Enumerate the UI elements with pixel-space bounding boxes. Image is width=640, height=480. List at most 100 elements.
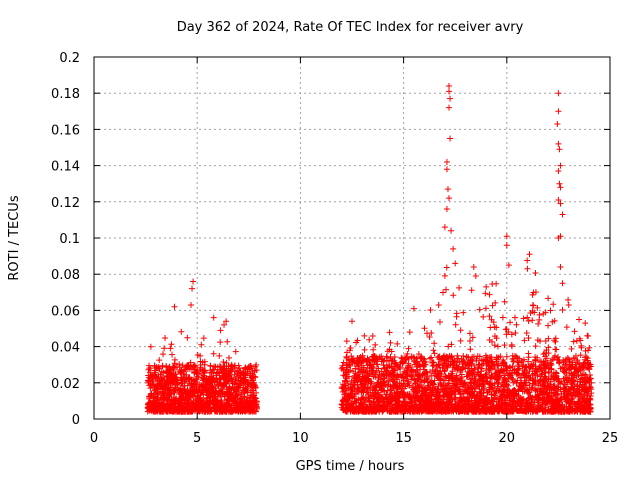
data-point	[506, 392, 513, 399]
data-point	[524, 265, 531, 272]
data-point	[505, 262, 512, 269]
data-point	[416, 398, 423, 405]
data-point	[356, 354, 363, 361]
data-point	[174, 407, 181, 414]
data-point	[415, 351, 422, 358]
data-point	[487, 324, 494, 331]
data-point	[521, 337, 528, 344]
data-point	[198, 402, 205, 409]
data-point	[366, 395, 373, 402]
data-point	[529, 371, 536, 378]
data-point	[207, 362, 214, 369]
data-point	[486, 291, 493, 298]
data-point	[486, 337, 493, 344]
data-point	[151, 394, 158, 401]
data-point	[442, 374, 449, 381]
data-point	[372, 387, 379, 394]
data-point	[161, 390, 168, 397]
data-point	[446, 195, 453, 202]
data-point	[480, 313, 487, 320]
data-point	[450, 360, 457, 367]
data-point	[343, 338, 350, 345]
data-point	[415, 397, 422, 404]
data-point	[503, 233, 510, 240]
y-tick-labels: 00.020.040.060.080.10.120.140.160.180.2	[51, 51, 80, 428]
data-point	[217, 327, 224, 334]
data-point	[150, 398, 157, 405]
data-point	[456, 284, 463, 291]
data-point	[375, 365, 382, 372]
data-point	[156, 357, 163, 364]
data-point	[193, 386, 200, 393]
data-point	[485, 397, 492, 404]
data-point	[217, 339, 224, 346]
data-point	[375, 395, 382, 402]
data-point	[351, 372, 358, 379]
data-point	[520, 315, 527, 322]
data-point	[354, 337, 361, 344]
data-point	[491, 333, 498, 340]
data-point	[454, 366, 461, 373]
data-point	[414, 380, 421, 387]
data-point	[552, 373, 559, 380]
data-point	[530, 377, 537, 384]
data-point	[576, 316, 583, 323]
data-point	[443, 158, 450, 165]
data-point	[573, 366, 580, 373]
data-point	[241, 371, 248, 378]
data-point	[556, 180, 563, 187]
data-point	[577, 352, 584, 359]
data-point	[191, 377, 198, 384]
data-point	[499, 408, 506, 415]
data-point	[493, 356, 500, 363]
data-point	[585, 347, 592, 354]
data-point	[440, 377, 447, 384]
data-point	[555, 168, 562, 175]
data-point	[361, 346, 368, 353]
data-point	[468, 397, 475, 404]
data-point	[152, 406, 159, 413]
data-point	[163, 373, 170, 380]
data-point	[361, 332, 368, 339]
data-point	[479, 407, 486, 414]
data-point	[415, 408, 422, 415]
data-point	[532, 343, 539, 350]
data-point	[433, 363, 440, 370]
data-point	[429, 387, 436, 394]
data-point	[153, 382, 160, 389]
data-point	[168, 391, 175, 398]
data-point	[374, 361, 381, 368]
data-point	[518, 407, 525, 414]
data-point	[197, 364, 204, 371]
data-point	[174, 379, 181, 386]
data-point	[470, 408, 477, 415]
data-point	[482, 290, 489, 297]
data-point	[501, 342, 508, 349]
data-point	[526, 368, 533, 375]
data-point	[381, 378, 388, 385]
y-tick-label: 0	[72, 413, 80, 428]
data-point	[343, 354, 350, 361]
data-point	[566, 408, 573, 415]
data-point	[218, 376, 225, 383]
y-tick-label: 0.06	[51, 304, 80, 319]
data-point	[197, 352, 204, 359]
data-point	[436, 400, 443, 407]
data-point	[404, 364, 411, 371]
data-point	[180, 371, 187, 378]
data-point	[522, 379, 529, 386]
data-point	[532, 357, 539, 364]
x-tick-label: 20	[499, 431, 516, 446]
data-point	[527, 392, 534, 399]
data-point	[480, 360, 487, 367]
data-point	[250, 377, 257, 384]
data-point	[227, 394, 234, 401]
data-point	[384, 364, 391, 371]
data-point	[534, 372, 541, 379]
data-point	[404, 350, 411, 357]
data-point	[520, 362, 527, 369]
data-point	[398, 406, 405, 413]
data-point	[215, 383, 222, 390]
data-point	[432, 386, 439, 393]
